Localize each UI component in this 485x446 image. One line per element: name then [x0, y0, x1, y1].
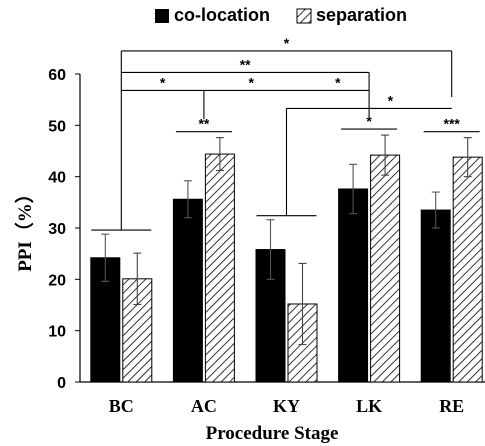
bar-co-location-AC — [172, 198, 203, 383]
legend-label-co-location: co-location — [174, 5, 270, 25]
x-tick-label: AC — [191, 396, 217, 416]
legend: co-location separation — [155, 5, 407, 25]
marker-bc-re: * — [284, 35, 290, 51]
legend-swatch-co-location — [155, 9, 169, 23]
error-bars — [101, 134, 472, 346]
y-tick-label: 40 — [48, 170, 66, 187]
y-ticks: 0 10 20 30 40 50 60 — [48, 67, 80, 392]
x-tick-label: LK — [356, 396, 382, 416]
marker-bc-lk: ** — [240, 56, 251, 72]
y-tick-label: 10 — [48, 324, 66, 341]
bar-separation-LK — [370, 154, 401, 383]
y-tick-label: 30 — [48, 221, 66, 238]
y-tick-label: 60 — [48, 67, 66, 84]
x-tick-label: BC — [109, 396, 134, 416]
bar-co-location-LK — [338, 188, 369, 383]
x-ticks: BC AC KY LK RE — [109, 396, 464, 416]
bar-co-location-RE — [420, 209, 451, 383]
x-axis-title: Procedure Stage — [206, 423, 339, 444]
bar-separation-AC — [204, 153, 235, 383]
bars — [90, 153, 483, 383]
legend-label-separation: separation — [316, 5, 407, 25]
x-tick-label: KY — [273, 396, 300, 416]
y-tick-label: 20 — [48, 272, 66, 289]
legend-swatch-separation — [296, 8, 312, 24]
marker-bc-ac: * — [160, 74, 166, 90]
significance-annotations: ** * ******* * ** — [91, 35, 480, 231]
marker-ky-re: * — [388, 92, 394, 108]
y-tick-label: 0 — [57, 375, 66, 392]
bar-separation-RE — [452, 156, 483, 383]
y-axis-title: PPI（%） — [13, 184, 36, 272]
x-tick-label: RE — [439, 396, 464, 416]
pair-marker-AC: ** — [198, 116, 209, 132]
marker-ac-ky: * — [248, 74, 254, 90]
y-tick-label: 50 — [48, 118, 66, 135]
pair-marker-RE: *** — [444, 116, 461, 132]
pair-marker-LK: * — [366, 113, 372, 129]
marker-ky-lk: * — [335, 74, 341, 90]
